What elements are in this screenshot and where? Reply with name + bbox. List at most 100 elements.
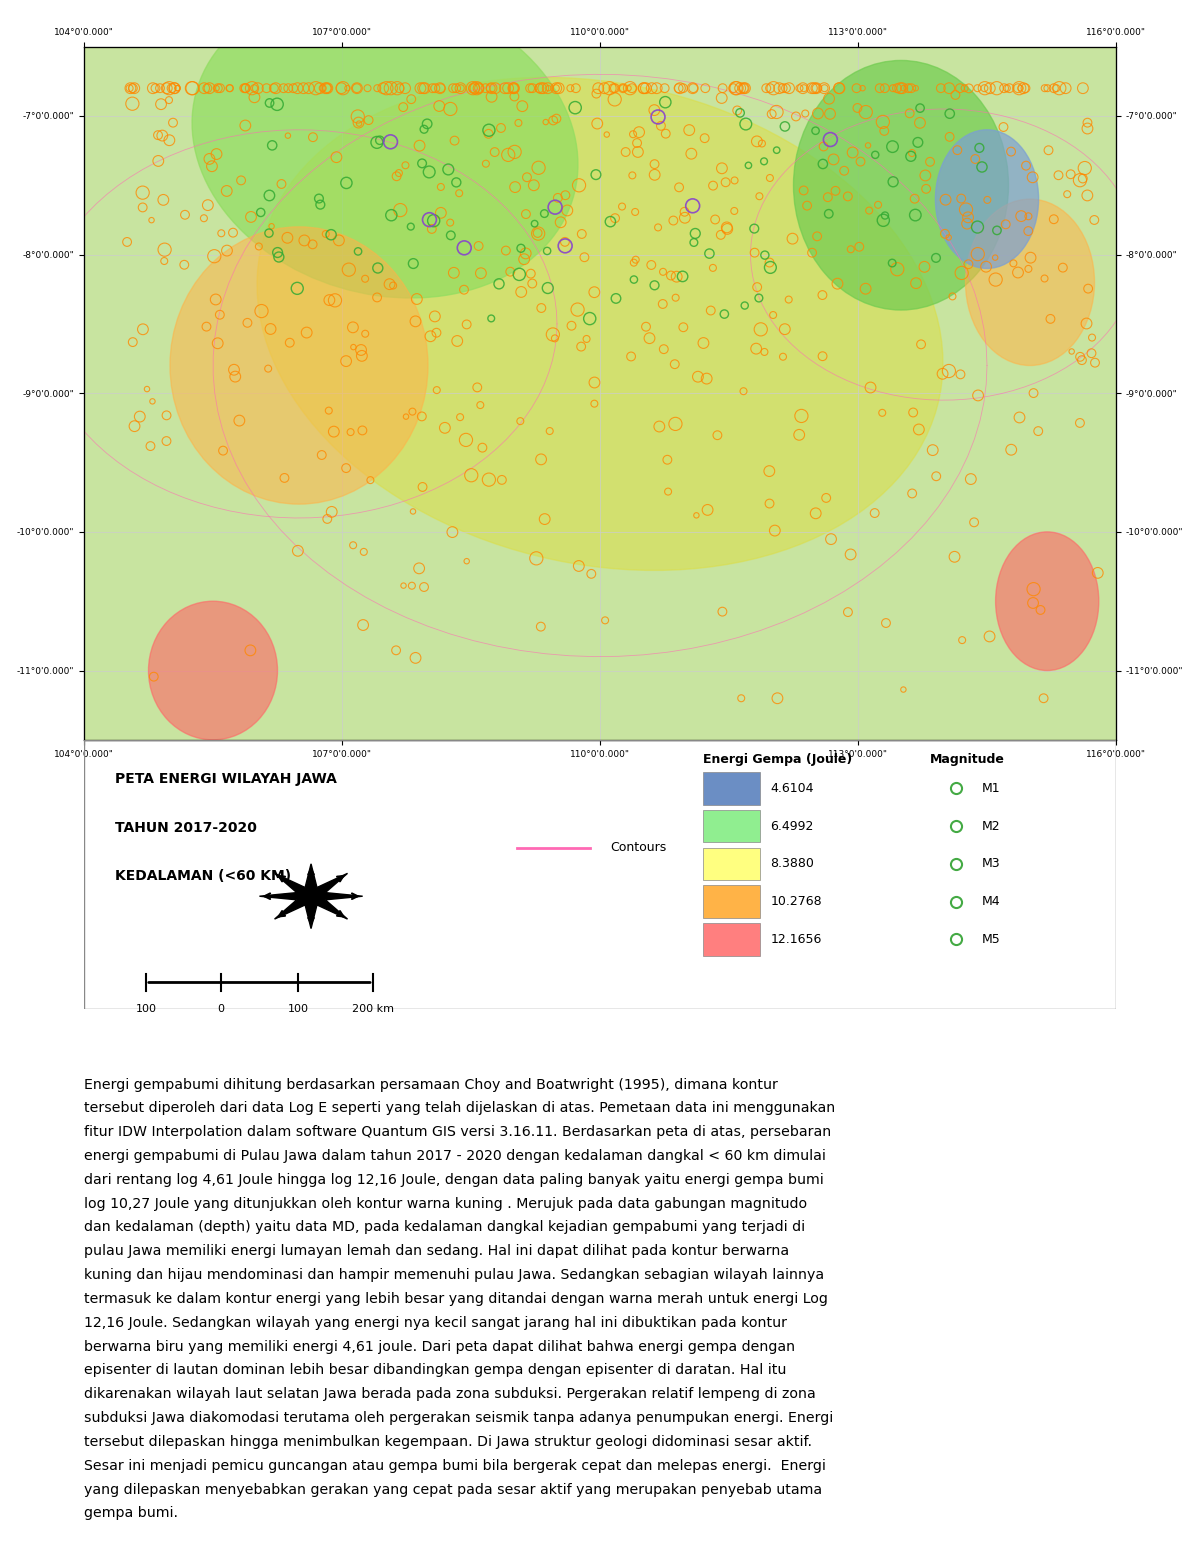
- Point: [980, 624, 1000, 649]
- Point: [848, 96, 868, 121]
- Point: [133, 317, 152, 342]
- Point: [569, 553, 588, 578]
- Point: [623, 163, 642, 188]
- Point: [469, 76, 488, 101]
- Point: [546, 76, 565, 101]
- Point: [504, 76, 523, 101]
- Point: [482, 84, 502, 109]
- Point: [820, 87, 839, 112]
- Point: [511, 280, 530, 304]
- Point: [214, 438, 233, 463]
- Ellipse shape: [966, 199, 1094, 365]
- Point: [716, 169, 736, 194]
- Point: [160, 76, 179, 101]
- Point: [431, 174, 450, 199]
- Text: 100: 100: [136, 1005, 156, 1014]
- Point: [588, 112, 607, 137]
- Point: [348, 239, 367, 264]
- Point: [260, 183, 280, 208]
- Point: [952, 261, 971, 286]
- Point: [751, 317, 770, 342]
- Point: [562, 314, 581, 339]
- Point: [803, 76, 822, 101]
- Point: [197, 314, 216, 339]
- Point: [1008, 259, 1027, 284]
- Point: [725, 168, 744, 193]
- Point: [746, 337, 766, 362]
- Point: [624, 267, 643, 292]
- Point: [538, 239, 557, 264]
- Point: [229, 408, 248, 433]
- Point: [806, 502, 826, 526]
- Point: [703, 255, 722, 280]
- Point: [517, 165, 536, 189]
- Point: [548, 185, 568, 210]
- Point: [718, 214, 737, 239]
- Point: [652, 113, 671, 138]
- Point: [467, 76, 486, 101]
- Point: [630, 120, 649, 144]
- Point: [455, 278, 474, 303]
- Point: [606, 286, 625, 311]
- Point: [259, 221, 278, 245]
- Point: [551, 210, 570, 235]
- Point: [853, 76, 872, 101]
- Point: [859, 199, 878, 224]
- Point: [388, 76, 407, 101]
- Point: [545, 326, 564, 351]
- Point: [509, 110, 528, 135]
- Point: [359, 107, 378, 132]
- Point: [420, 207, 439, 231]
- Point: [221, 76, 240, 101]
- Point: [1070, 410, 1090, 435]
- Point: [666, 412, 685, 436]
- Point: [760, 250, 779, 275]
- Point: [736, 76, 755, 101]
- Point: [955, 76, 974, 101]
- Point: [750, 183, 769, 208]
- Point: [162, 76, 181, 101]
- Point: [329, 228, 348, 253]
- Point: [486, 76, 505, 101]
- Text: tersebut diperoleh dari data Log E seperti yang telah dijelaskan di atas. Pemeta: tersebut diperoleh dari data Log E seper…: [84, 1101, 835, 1115]
- Point: [782, 227, 802, 252]
- Point: [713, 599, 732, 624]
- Point: [1057, 182, 1076, 207]
- Ellipse shape: [936, 130, 1038, 269]
- Point: [988, 217, 1007, 242]
- Point: [647, 76, 666, 101]
- Point: [575, 245, 594, 270]
- Point: [620, 76, 640, 101]
- Point: [367, 76, 386, 101]
- Point: [206, 141, 226, 166]
- Point: [118, 230, 137, 255]
- Point: [1070, 168, 1090, 193]
- Text: M5: M5: [982, 933, 1001, 946]
- Text: TAHUN 2017-2020: TAHUN 2017-2020: [115, 820, 257, 834]
- Point: [504, 76, 523, 101]
- Point: [665, 353, 684, 377]
- Point: [926, 464, 946, 489]
- Point: [280, 331, 299, 356]
- Point: [856, 99, 875, 124]
- Point: [298, 320, 317, 345]
- Point: [245, 76, 264, 101]
- Point: [655, 90, 674, 115]
- Point: [966, 146, 985, 171]
- Point: [940, 225, 959, 250]
- Point: [894, 76, 913, 101]
- Point: [839, 599, 858, 624]
- Point: [278, 123, 298, 148]
- Point: [534, 76, 553, 101]
- Point: [217, 238, 236, 262]
- Point: [260, 317, 280, 342]
- Point: [911, 96, 930, 121]
- Text: 12.1656: 12.1656: [770, 933, 822, 946]
- Point: [812, 343, 832, 368]
- Point: [521, 76, 540, 101]
- Point: [658, 447, 677, 472]
- Point: [875, 76, 894, 101]
- Point: [382, 76, 401, 101]
- Point: [272, 171, 292, 196]
- Point: [338, 76, 358, 101]
